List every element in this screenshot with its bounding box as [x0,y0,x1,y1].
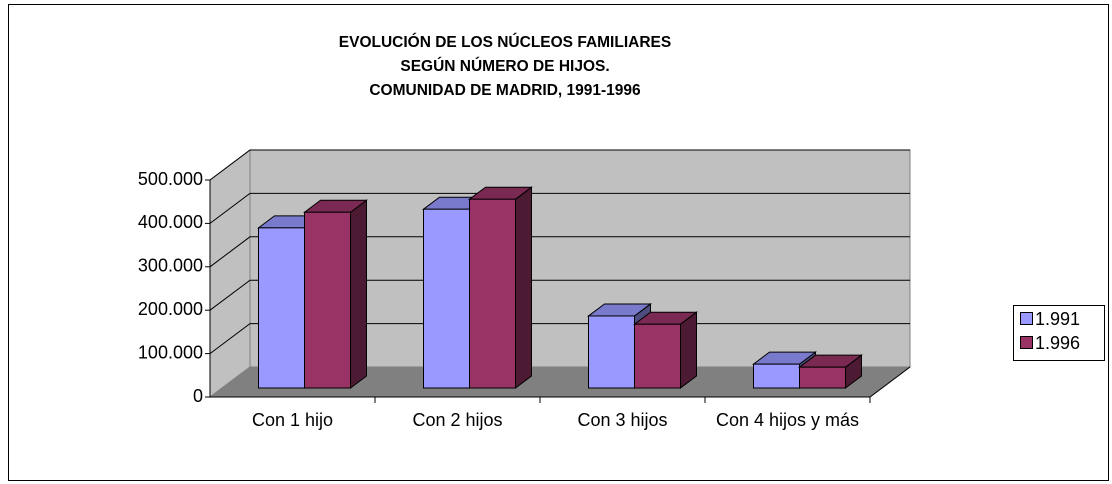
bar [753,363,800,389]
bar [423,208,470,389]
x-tick-label: Con 4 hijos y más [716,410,859,430]
y-tick-label: 0 [193,386,203,406]
y-tick-label: 500.000 [138,169,203,189]
bar-side [350,199,367,389]
grid-line [209,279,910,311]
y-tick-label: 100.000 [138,342,203,362]
x-tick-label: Con 3 hijos [577,410,667,430]
legend-label: 1.991 [1035,309,1080,329]
legend-swatch [1020,336,1033,349]
y-tick-label: 400.000 [138,212,203,232]
x-tick-label: Con 1 hijo [252,410,333,430]
chart-title: COMUNIDAD DE MADRID, 1991-1996 [369,82,641,99]
y-tick-label: 200.000 [138,299,203,319]
bar [304,211,351,389]
bar [258,227,305,389]
x-tick-label: Con 2 hijos [412,410,502,430]
bar-side [515,186,532,389]
bar [588,315,635,389]
legend-swatch [1020,312,1033,325]
y-tick-label: 300.000 [138,256,203,276]
bar [469,198,516,389]
grid-line [209,192,910,224]
bar [799,366,846,389]
legend-label: 1.996 [1035,333,1080,353]
chart-title: SEGÚN NÚMERO DE HIJOS. [400,57,609,75]
side-wall [209,149,251,398]
grid-line [209,236,910,268]
bar [634,323,681,389]
grid-line [209,149,910,181]
bar-side [680,311,697,389]
chart-title: EVOLUCIÓN DE LOS NÚCLEOS FAMILIARES [339,33,671,51]
